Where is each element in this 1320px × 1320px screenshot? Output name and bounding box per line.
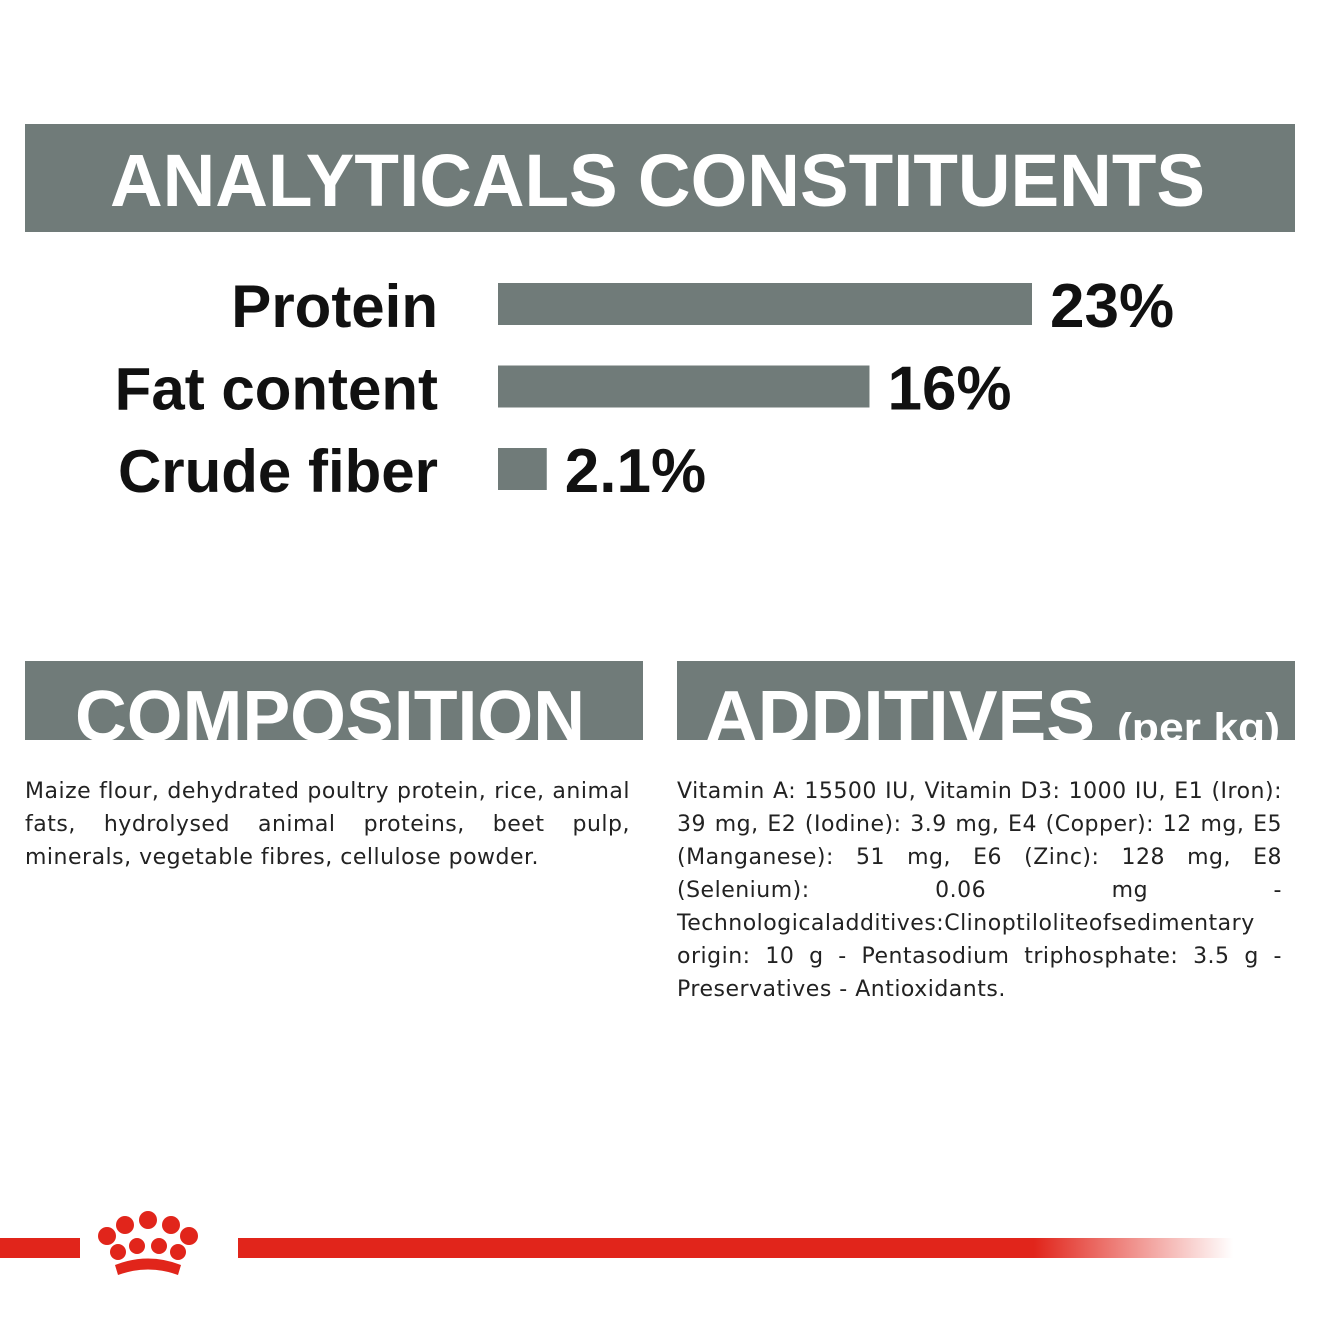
additives-band — [677, 661, 1295, 740]
category-label: Crude fiber — [118, 438, 438, 505]
bar — [498, 448, 547, 490]
bar — [498, 365, 870, 408]
bar — [498, 283, 1032, 325]
additives-title: ADDITIVES — [705, 677, 1095, 757]
value-label: 2.1% — [565, 437, 706, 506]
value-label: 16% — [887, 355, 1011, 424]
brand-line — [238, 1238, 1233, 1258]
value-label: 23% — [1050, 272, 1174, 341]
category-label: Fat content — [115, 356, 438, 423]
additives-text: Vitamin A: 15500 IU, Vitamin D3: 1000 IU… — [677, 779, 1282, 1002]
chart-title: ANALYTICALS CONSTITUENTS — [110, 139, 1205, 222]
composition-band — [25, 661, 643, 740]
composition-title: COMPOSITION — [75, 677, 585, 757]
title-band — [25, 124, 1295, 232]
brand-line — [0, 1238, 80, 1258]
additives-subtitle: (per kg) — [1117, 706, 1280, 750]
category-label: Protein — [231, 273, 438, 340]
crown-logo — [98, 1211, 198, 1275]
composition-text: Maize flour, dehydrated poultry protein,… — [25, 779, 630, 870]
